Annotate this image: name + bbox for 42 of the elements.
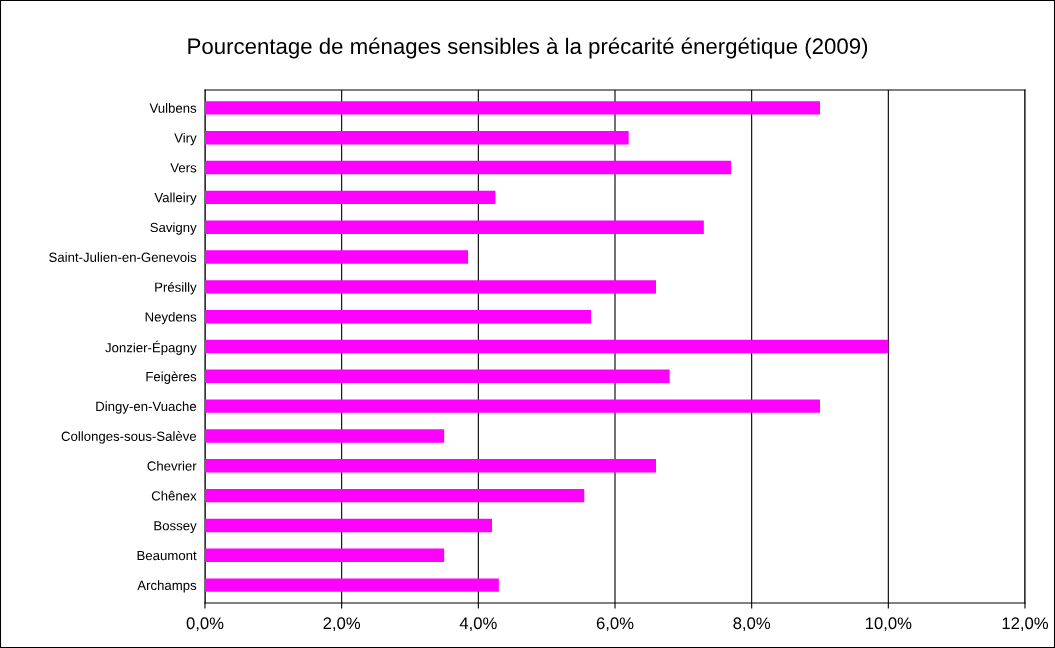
bar	[205, 518, 492, 533]
bar	[205, 190, 496, 205]
y-tick-label: Jonzier-Épagny	[105, 340, 197, 355]
bar	[205, 429, 445, 443]
y-tick-label: Archamps	[137, 580, 197, 593]
y-tick-label: Collonges-sous-Salève	[61, 431, 197, 444]
x-tick-label: 6,0%	[596, 617, 634, 632]
bar	[205, 220, 704, 234]
bar	[205, 548, 445, 562]
x-tick-label: 10,0%	[865, 617, 912, 632]
y-tick-label: Vulbens	[149, 103, 197, 113]
y-tick-label: Présilly	[155, 281, 197, 295]
bar	[205, 578, 499, 592]
x-tick-label: 0,0%	[186, 617, 224, 632]
bar	[205, 250, 469, 264]
bar	[205, 160, 732, 175]
bar	[205, 399, 820, 413]
bar	[205, 459, 656, 473]
bar	[205, 339, 889, 354]
y-tick-label: Valleiry	[154, 192, 197, 205]
y-tick-label: Vers	[170, 163, 197, 173]
bar	[205, 309, 592, 324]
y-tick-label: Chênex	[151, 490, 197, 501]
y-tick-label: Viry	[174, 132, 197, 146]
y-tick-label: Beaumont	[137, 550, 197, 561]
bar	[205, 369, 670, 384]
y-tick-label: Neydens	[145, 311, 197, 325]
bar	[205, 488, 585, 503]
x-tick-label: 8,0%	[733, 617, 771, 632]
y-tick-label: Feigères	[146, 371, 197, 384]
y-tick-label: Chevrier	[147, 461, 197, 471]
x-tick-label: 12,0%	[1002, 617, 1049, 632]
bar	[205, 131, 629, 145]
y-tick-label: Dingy-en-Vuache	[96, 401, 197, 414]
x-tick-label: 2,0%	[323, 617, 361, 632]
y-tick-label: Saint-Julien-en-Genevois	[49, 252, 197, 262]
y-tick-label: Savigny	[150, 222, 197, 235]
bar	[205, 101, 820, 115]
chart-title: Pourcentage de ménages sensibles à la précarité énergétique (2009)	[188, 37, 868, 59]
x-tick-label: 4,0%	[459, 617, 497, 632]
bar	[205, 280, 656, 294]
y-tick-label: Bossey	[154, 521, 197, 533]
